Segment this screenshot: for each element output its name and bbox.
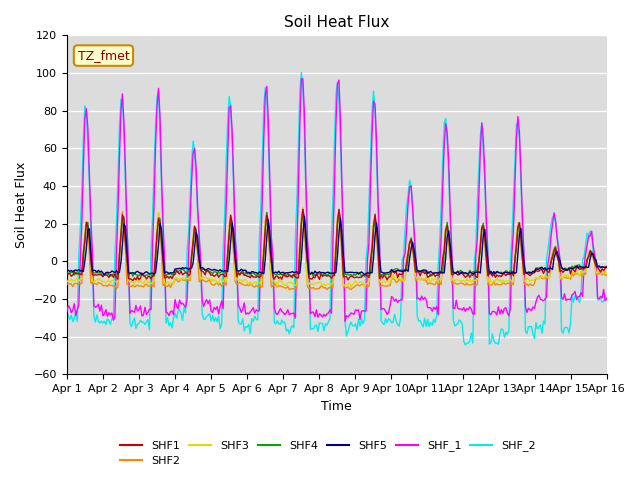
Title: Soil Heat Flux: Soil Heat Flux xyxy=(284,15,389,30)
X-axis label: Time: Time xyxy=(321,400,352,413)
Legend: SHF1, SHF2, SHF3, SHF4, SHF5, SHF_1, SHF_2: SHF1, SHF2, SHF3, SHF4, SHF5, SHF_1, SHF… xyxy=(116,436,540,470)
Y-axis label: Soil Heat Flux: Soil Heat Flux xyxy=(15,162,28,248)
Text: TZ_fmet: TZ_fmet xyxy=(77,49,129,62)
